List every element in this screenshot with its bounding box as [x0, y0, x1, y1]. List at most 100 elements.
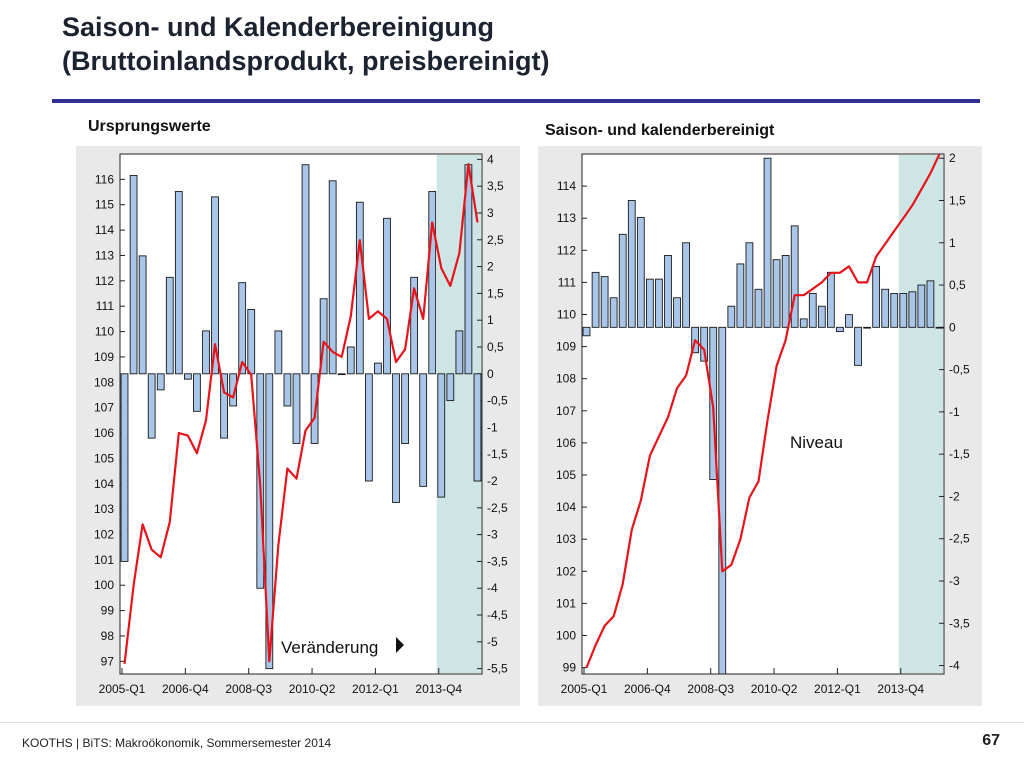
slide-title-line1: Saison- und Kalenderbereinigung [62, 12, 495, 42]
bar [455, 330, 464, 375]
slide-title: Saison- und Kalenderbereinigung (Bruttoi… [62, 10, 550, 78]
bar [836, 326, 844, 333]
right-axis-tick-label: -3 [949, 574, 960, 588]
right-axis-tick-label: -4 [949, 659, 960, 673]
bar [310, 373, 319, 444]
left-axis-tick-label: 106 [94, 426, 114, 440]
annotation-niveau: Niveau [790, 433, 843, 452]
bar [627, 200, 636, 328]
right-axis-tick-label: -2,5 [487, 501, 508, 515]
left-axis-tick-label: 103 [94, 502, 114, 516]
bar [364, 373, 373, 482]
niveau-line [585, 153, 941, 669]
bar [736, 263, 745, 328]
bar [754, 288, 763, 328]
left-axis-tick-label: 110 [95, 325, 114, 339]
left-axis-tick-label: 115 [95, 198, 114, 212]
bar [211, 196, 219, 375]
bar [781, 255, 790, 328]
right-axis-tick-label: -5 [487, 635, 498, 649]
left-axis-tick-label: 107 [556, 404, 576, 418]
bar [917, 284, 926, 328]
x-axis-tick-label: 2008-Q3 [687, 682, 734, 696]
bar [355, 201, 364, 375]
bar [473, 373, 482, 482]
annotation-arrow-icon [396, 637, 404, 653]
left-axis-tick-label: 112 [95, 274, 114, 288]
right-axis-tick-label: -2,5 [949, 532, 970, 546]
bar [138, 255, 147, 375]
bar [645, 278, 654, 328]
x-axis-tick-label: 2005-Q1 [561, 682, 608, 696]
bar [220, 373, 228, 439]
bar [863, 326, 871, 329]
bar [337, 373, 346, 376]
left-axis-tick-label: 101 [94, 553, 114, 567]
right-axis-tick-label: -1 [949, 405, 960, 419]
forecast-shading [898, 155, 943, 673]
right-axis-tick-label: -3,5 [487, 554, 508, 568]
bar [890, 293, 899, 328]
chart-left-title: Ursprungswerte [88, 118, 211, 135]
bar [265, 373, 274, 670]
right-axis-tick-label: 1 [949, 236, 956, 250]
right-axis-tick-label: 1,5 [487, 286, 504, 300]
bar [854, 326, 862, 366]
annotation-veraenderung: Veränderung [281, 638, 378, 657]
x-axis-tick-label: 2010-Q2 [751, 682, 798, 696]
left-axis-tick-label: 109 [556, 340, 576, 354]
left-axis-tick-label: 116 [95, 172, 114, 186]
left-axis-tick-label: 103 [556, 532, 576, 546]
left-axis-tick-label: 113 [95, 248, 114, 262]
page-number: 67 [982, 732, 1000, 749]
bar [899, 293, 908, 328]
bar [745, 242, 754, 328]
plot-area [119, 153, 483, 675]
right-axis-tick-label: 2 [487, 260, 494, 274]
bar [655, 278, 663, 328]
right-axis-tick-label: 1,5 [949, 194, 966, 208]
left-axis-tick-label: 114 [95, 223, 114, 237]
x-axis-tick-label: 2010-Q2 [289, 682, 336, 696]
right-axis-tick-label: -1 [487, 420, 498, 434]
footer-text: KOOTHS | BiTS: Makroökonomik, Sommerseme… [22, 736, 332, 750]
right-axis-tick-label: -4 [487, 581, 498, 595]
left-axis-tick-label: 100 [94, 578, 114, 592]
right-axis-tick-label: -2 [487, 474, 498, 488]
bar [826, 271, 835, 328]
chart-ursprungswerte: 9798991001011021031041051061071081091101… [76, 146, 520, 706]
left-axis-tick-label: 102 [94, 527, 114, 541]
bar [419, 373, 428, 487]
bar [410, 276, 419, 375]
left-axis-tick-label: 114 [557, 179, 576, 193]
left-axis-tick-label: 99 [101, 604, 115, 618]
bar [156, 373, 165, 391]
left-axis-tick-label: 112 [557, 243, 576, 257]
left-axis-tick-label: 105 [556, 468, 576, 482]
x-axis-tick-label: 2006-Q4 [162, 682, 209, 696]
right-axis-tick-label: 2,5 [487, 233, 504, 247]
bar [881, 288, 890, 328]
right-axis-tick-label: 0 [487, 367, 494, 381]
bar [238, 282, 247, 375]
bar [301, 164, 310, 375]
bar [682, 242, 690, 328]
bar [636, 216, 645, 328]
niveau-line [123, 163, 479, 665]
x-axis-tick-label: 2013-Q4 [415, 682, 462, 696]
bar [346, 346, 355, 375]
right-axis-tick-label: 3 [487, 206, 494, 220]
left-axis-tick-label: 113 [557, 211, 576, 225]
left-axis-tick-label: 110 [557, 307, 576, 321]
left-axis-tick-label: 104 [94, 477, 114, 491]
right-axis-tick-label: 1 [487, 313, 494, 327]
bar [165, 276, 174, 375]
bar [129, 174, 138, 375]
right-axis-tick-label: 2 [949, 151, 956, 165]
left-axis-tick-label: 111 [96, 299, 115, 313]
left-axis-tick-label: 105 [94, 451, 114, 465]
left-axis-tick-label: 106 [556, 436, 576, 450]
bar [664, 255, 672, 328]
left-axis-tick-label: 100 [556, 628, 576, 642]
x-axis-tick-label: 2012-Q1 [352, 682, 399, 696]
